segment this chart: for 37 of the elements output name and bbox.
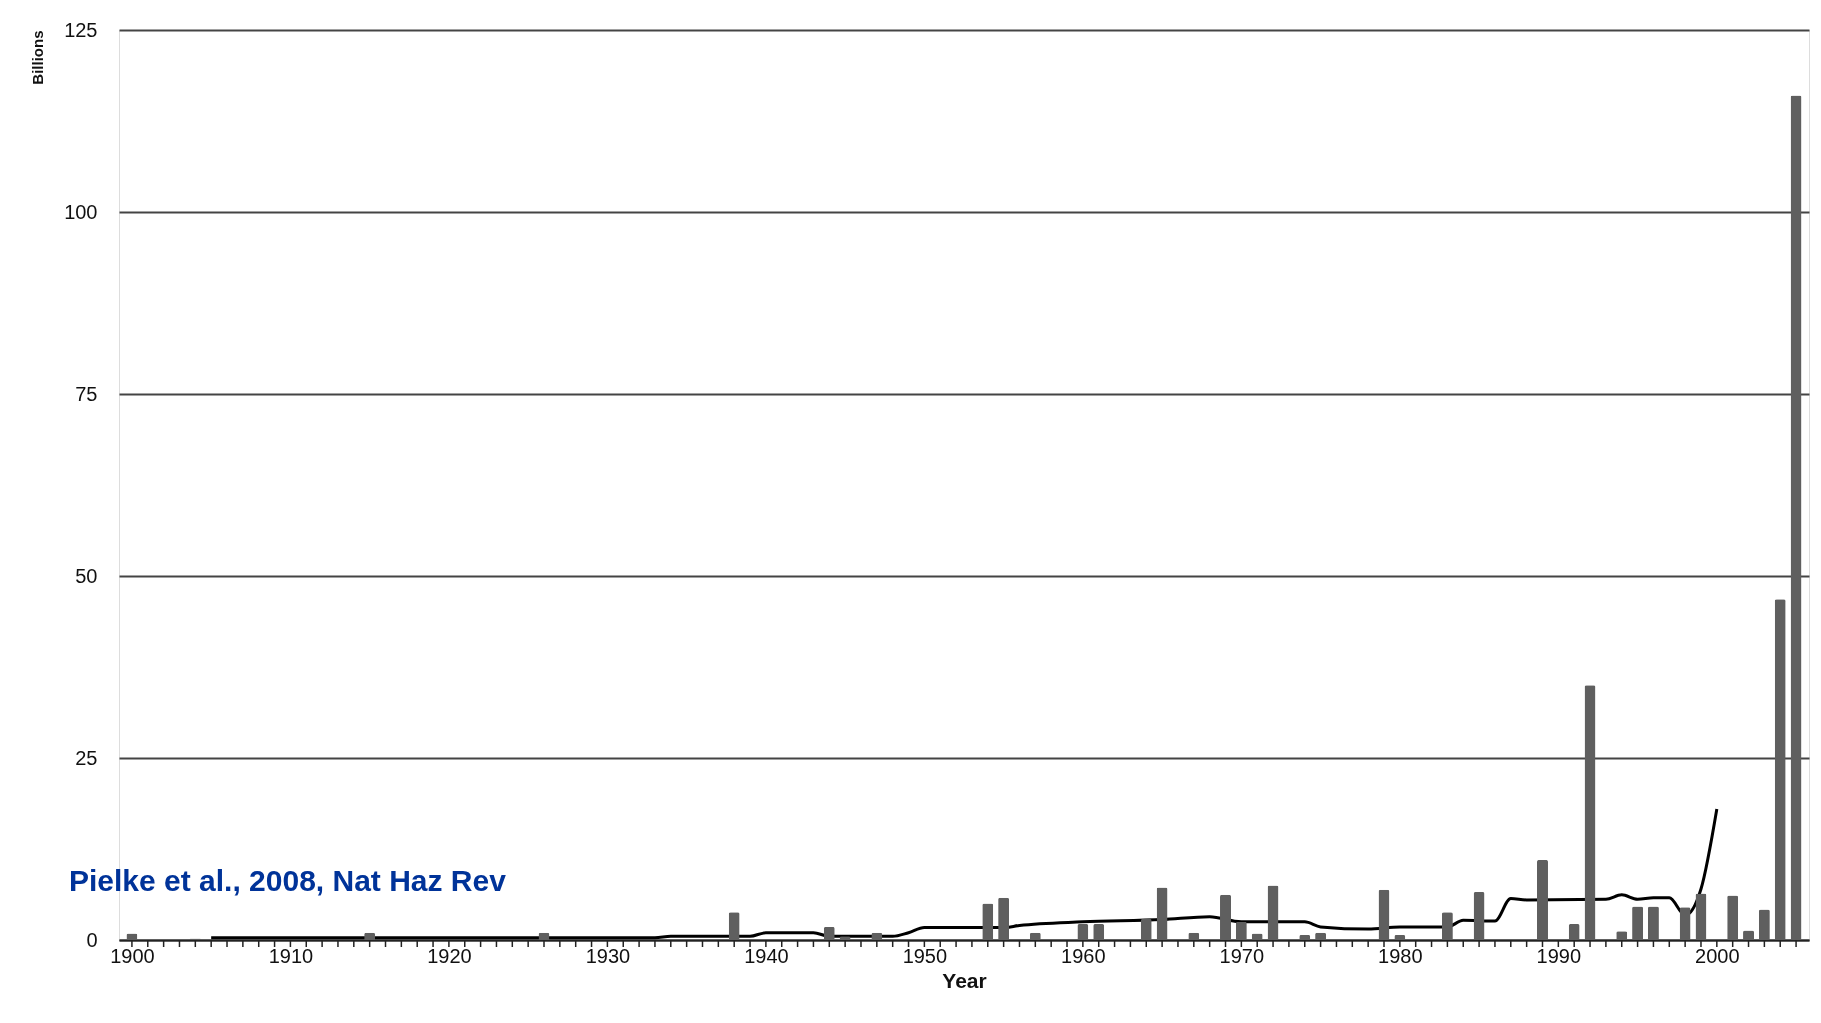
bar <box>1727 895 1739 940</box>
y-tick-label: 75 <box>75 382 98 405</box>
x-tick-label: 1980 <box>1378 944 1423 967</box>
x-tick-label: 1910 <box>268 944 314 967</box>
x-tick-label: 1950 <box>902 944 948 967</box>
x-tick-label: 1900 <box>110 944 155 967</box>
bar <box>1790 95 1802 940</box>
bar <box>1695 893 1707 940</box>
x-tick-label: 1960 <box>1061 944 1106 967</box>
x-axis-title: Year <box>942 968 987 992</box>
bar <box>1536 859 1548 940</box>
y-axis-title: Billions <box>29 30 47 85</box>
x-tick-label: 1970 <box>1219 944 1265 967</box>
bar <box>1568 923 1580 940</box>
y-tick-label: 0 <box>86 928 98 951</box>
x-tick-label: 1940 <box>744 944 789 967</box>
bar <box>1077 923 1089 940</box>
bar <box>1220 894 1232 940</box>
bar <box>1774 599 1786 940</box>
y-tick-label: 100 <box>64 200 98 223</box>
y-tick-label: 25 <box>75 746 98 769</box>
bar <box>1267 885 1279 940</box>
bar <box>1584 685 1596 940</box>
x-tick-label: 1920 <box>427 944 472 967</box>
annotation: Pielke et al., 2008, Nat Haz Rev <box>69 864 507 897</box>
bar <box>1140 918 1152 940</box>
x-tick-label: 1990 <box>1536 944 1582 967</box>
y-tick-label: 125 <box>64 18 98 41</box>
bar <box>998 897 1010 940</box>
bar <box>982 903 994 940</box>
y-tick-label: 50 <box>75 564 98 587</box>
bar <box>1156 887 1168 940</box>
bar <box>1235 921 1247 940</box>
x-tick-label: 1930 <box>585 944 631 967</box>
bar <box>1473 891 1485 940</box>
bar <box>1378 889 1390 940</box>
x-tick-label: 2000 <box>1695 944 1740 967</box>
